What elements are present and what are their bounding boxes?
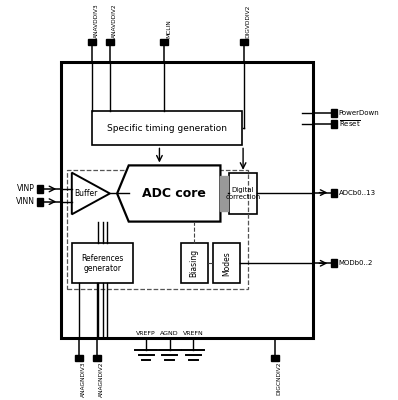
Text: Digital
correction: Digital correction [225,187,261,200]
Text: VREFN: VREFN [183,331,204,336]
FancyBboxPatch shape [61,62,313,338]
Text: MCLIN: MCLIN [166,19,171,38]
Bar [240,39,248,45]
Polygon shape [72,173,110,214]
Text: Specific timing generation: Specific timing generation [107,124,227,133]
Text: Biasing: Biasing [190,249,199,277]
Text: DIGVDDIV2: DIGVDDIV2 [246,4,251,38]
Text: VINP: VINP [17,184,35,194]
Text: ANAGNDIV3: ANAGNDIV3 [81,362,86,397]
Text: ADC core: ADC core [142,187,206,200]
Text: VINN: VINN [16,197,35,206]
Bar [37,185,43,193]
Bar [160,39,168,45]
Bar [271,355,279,361]
Bar [331,109,337,117]
Text: Modes: Modes [222,251,231,276]
FancyBboxPatch shape [230,173,257,214]
Text: AGND: AGND [160,331,179,336]
Text: ANAVDDIV3: ANAVDDIV3 [94,3,99,38]
Text: ANAGNDIV2: ANAGNDIV2 [99,362,104,397]
Bar [220,176,228,212]
Bar [88,39,96,45]
Text: DIGCNDIV2: DIGCNDIV2 [277,362,282,395]
FancyBboxPatch shape [72,243,133,283]
Text: VREFP: VREFP [136,331,156,336]
Text: PowerDown: PowerDown [339,110,379,116]
Text: MODb0..2: MODb0..2 [339,260,373,266]
Text: $\overline{\mathrm{Reset}}$: $\overline{\mathrm{Reset}}$ [339,119,361,129]
Text: ADCb0..13: ADCb0..13 [339,190,376,196]
Bar [93,355,101,361]
Bar [331,120,337,128]
Text: ANAVDDIV2: ANAVDDIV2 [112,3,117,38]
Text: Buffer: Buffer [74,189,98,198]
Bar [106,39,114,45]
Bar [75,355,83,361]
Polygon shape [117,165,220,222]
FancyBboxPatch shape [213,243,240,283]
Bar [37,198,43,206]
FancyBboxPatch shape [92,111,242,146]
FancyBboxPatch shape [181,243,208,283]
Bar [331,259,337,267]
Text: References
generator: References generator [82,254,124,273]
Bar [331,188,337,196]
